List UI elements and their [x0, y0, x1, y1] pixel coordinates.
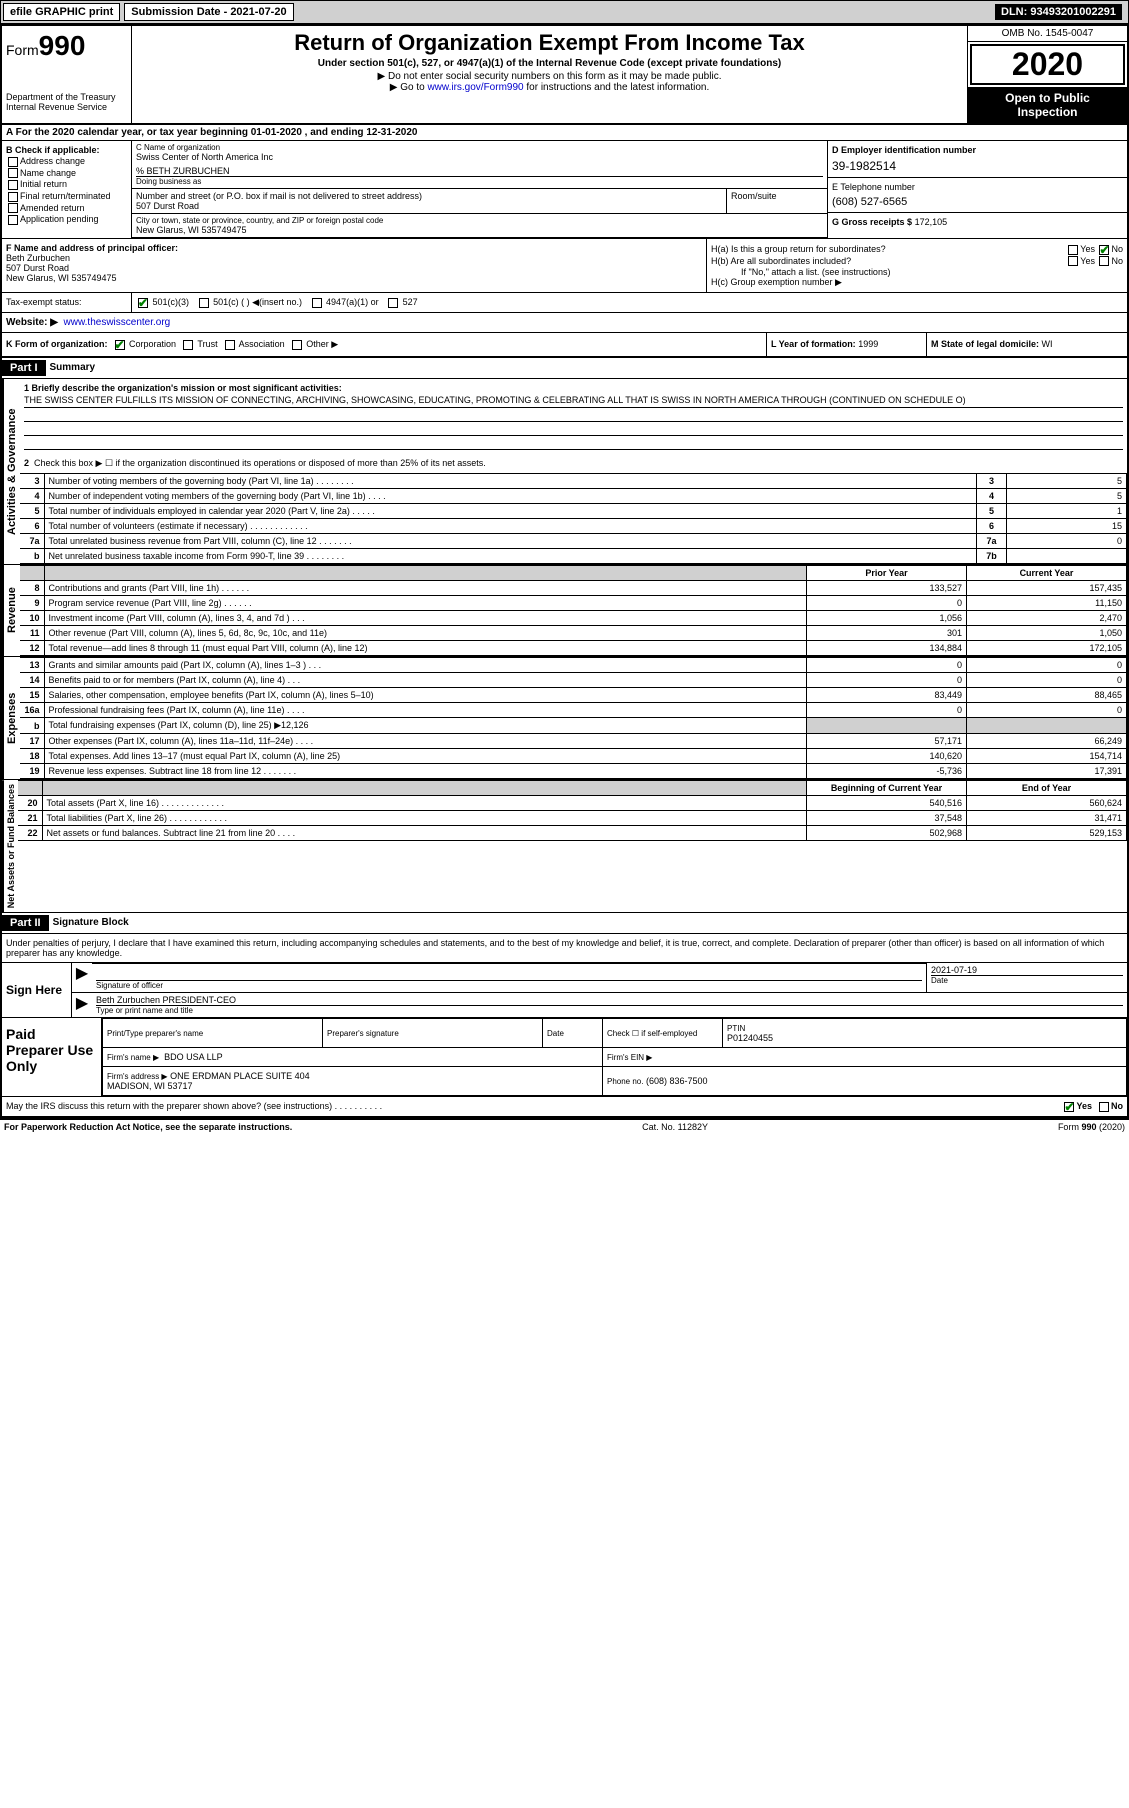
part1-title: Summary	[46, 360, 100, 376]
form-note1: ▶ Do not enter social security numbers o…	[136, 71, 963, 82]
officer-name-title: Beth Zurbuchen PRESIDENT-CEO	[96, 995, 1123, 1005]
omb-number: OMB No. 1545-0047	[968, 26, 1127, 42]
care-of: % BETH ZURBUCHEN	[136, 166, 823, 177]
firm-addr-label: Firm's address ▶	[107, 1072, 168, 1081]
ha-label: H(a) Is this a group return for subordin…	[711, 244, 886, 255]
prep-name-label: Print/Type preparer's name	[107, 1029, 203, 1038]
firm-name: BDO USA LLP	[164, 1052, 223, 1062]
gross-label: G Gross receipts $	[832, 217, 912, 227]
officer-name: Beth Zurbuchen	[6, 253, 70, 263]
dln: DLN: 93493201002291	[995, 4, 1122, 20]
form-number: Form990	[6, 30, 127, 62]
year-formation: 1999	[858, 339, 878, 349]
org-name-label: C Name of organization	[136, 143, 823, 152]
dba-label: Doing business as	[136, 177, 823, 186]
part1-header: Part I	[2, 360, 46, 376]
ein-val: 39-1982514	[832, 159, 1123, 173]
sig-officer-label: Signature of officer	[96, 980, 922, 990]
gross-val: 172,105	[915, 217, 948, 227]
hb-note: If "No," attach a list. (see instruction…	[711, 267, 1123, 277]
addr-val: 507 Durst Road	[136, 201, 722, 211]
submission-date: Submission Date - 2021-07-20	[124, 3, 293, 21]
room-label: Room/suite	[731, 191, 823, 201]
vert-governance: Activities & Governance	[2, 379, 20, 564]
dept-treasury: Department of the Treasury Internal Reve…	[6, 92, 127, 112]
city-label: City or town, state or province, country…	[136, 216, 823, 225]
ein-label: D Employer identification number	[832, 145, 1123, 155]
hb-label: H(b) Are all subordinates included?	[711, 256, 851, 267]
tax-exempt-label: Tax-exempt status:	[2, 293, 132, 312]
paid-preparer-label: Paid Preparer Use Only	[2, 1018, 102, 1096]
line2-text: Check this box ▶ ☐ if the organization d…	[34, 458, 486, 468]
addr-label: Number and street (or P.O. box if mail i…	[136, 191, 722, 201]
firm-ein-label: Firm's EIN ▶	[607, 1053, 652, 1062]
ptin-label: PTIN	[727, 1024, 745, 1033]
city-val: New Glarus, WI 535749475	[136, 225, 823, 235]
self-emp-label: Check ☐ if self-employed	[603, 1019, 723, 1048]
phone-label: Phone no.	[607, 1077, 643, 1086]
part2-title: Signature Block	[49, 915, 133, 931]
form-note2: ▶ Go to www.irs.gov/Form990 for instruct…	[136, 82, 963, 93]
tel-val: (608) 527-6565	[832, 196, 1123, 208]
state-label: M State of legal domicile:	[931, 339, 1039, 349]
officer-label: F Name and address of principal officer:	[6, 243, 178, 253]
part2-header: Part II	[2, 915, 49, 931]
vert-expenses: Expenses	[2, 657, 20, 779]
prep-date-label: Date	[547, 1029, 564, 1038]
arrow-icon: ▶	[72, 963, 92, 992]
sign-here-label: Sign Here	[2, 963, 72, 1017]
arrow-icon: ▶	[72, 993, 92, 1017]
open-public: Open to PublicInspection	[968, 87, 1127, 123]
officer-addr: 507 Durst Road	[6, 263, 69, 273]
vert-revenue: Revenue	[2, 565, 20, 656]
footer-right: Form 990 (2020)	[1058, 1122, 1125, 1132]
col-b-checkboxes: B Check if applicable: Address change Na…	[2, 141, 132, 238]
sig-declaration: Under penalties of perjury, I declare th…	[2, 934, 1127, 963]
website-label: Website: ▶	[6, 317, 58, 328]
row-a-period: A For the 2020 calendar year, or tax yea…	[2, 125, 1127, 141]
org-name: Swiss Center of North America Inc	[136, 152, 823, 162]
footer-left: For Paperwork Reduction Act Notice, see …	[4, 1122, 292, 1132]
efile-print[interactable]: efile GRAPHIC print	[3, 3, 120, 21]
state-val: WI	[1042, 339, 1053, 349]
form-org-label: K Form of organization:	[6, 339, 108, 349]
form-subtitle: Under section 501(c), 527, or 4947(a)(1)…	[136, 58, 963, 69]
prep-sig-label: Preparer's signature	[327, 1029, 399, 1038]
website-link[interactable]: www.theswisscenter.org	[64, 317, 171, 328]
tax-year: 2020	[970, 44, 1125, 85]
tel-label: E Telephone number	[832, 182, 1123, 192]
mission-label: 1 Briefly describe the organization's mi…	[24, 383, 342, 393]
officer-city: New Glarus, WI 535749475	[6, 273, 117, 283]
sig-date: 2021-07-19	[931, 965, 1123, 975]
footer-center: Cat. No. 11282Y	[642, 1122, 708, 1132]
discuss-label: May the IRS discuss this return with the…	[6, 1101, 1062, 1112]
phone-val: (608) 836-7500	[646, 1076, 708, 1086]
form-title: Return of Organization Exempt From Incom…	[136, 30, 963, 56]
irs-link[interactable]: www.irs.gov/Form990	[427, 82, 523, 93]
ptin-val: P01240455	[727, 1033, 773, 1043]
hc-label: H(c) Group exemption number ▶	[711, 277, 1123, 288]
vert-netassets: Net Assets or Fund Balances	[2, 780, 18, 912]
date-label: Date	[931, 975, 1123, 985]
mission-text: THE SWISS CENTER FULFILLS ITS MISSION OF…	[24, 393, 1123, 408]
year-formation-label: L Year of formation:	[771, 339, 856, 349]
name-title-label: Type or print name and title	[96, 1005, 1123, 1015]
firm-name-label: Firm's name ▶	[107, 1053, 159, 1062]
